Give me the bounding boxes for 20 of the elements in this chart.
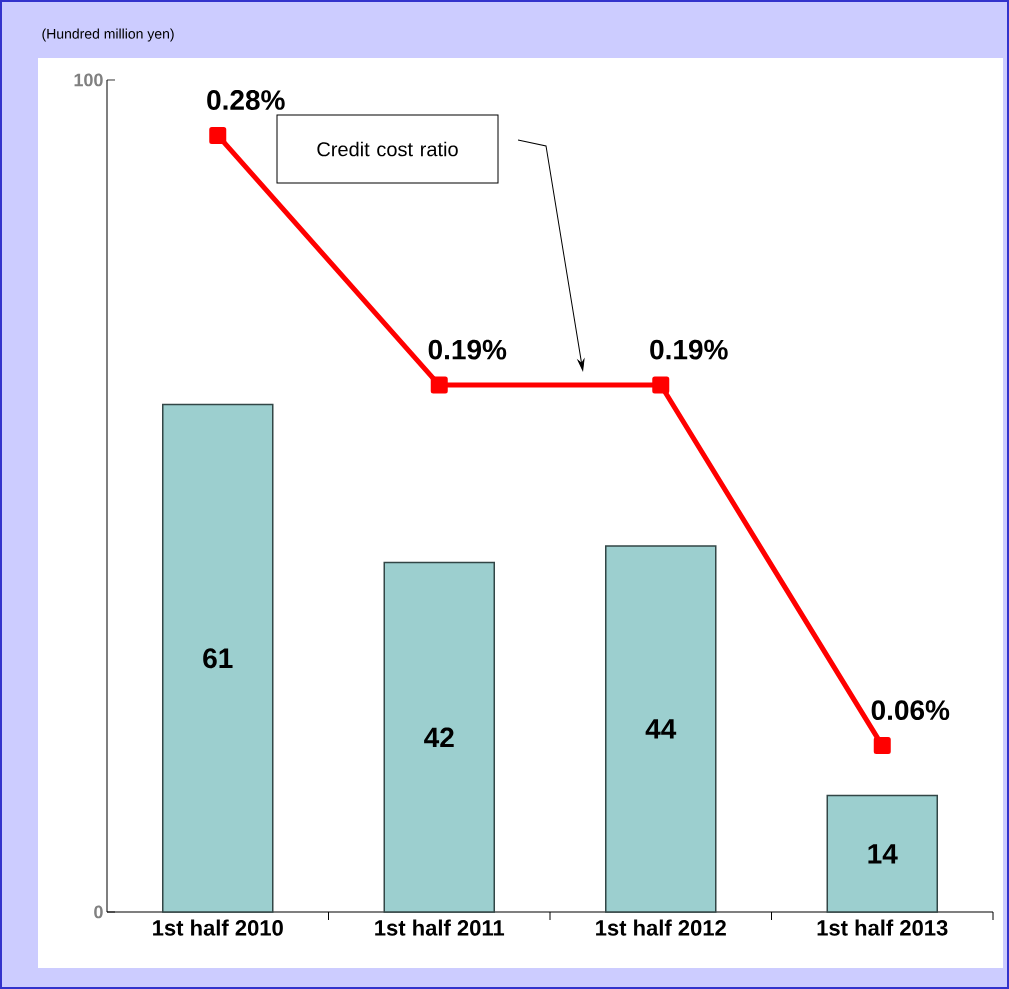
y-axis-title: (Hundred million yen)	[42, 28, 174, 42]
data-label: 0.19%	[650, 339, 728, 360]
data-label: 0.19%	[428, 339, 507, 360]
x-tick-label: 1st half 2011	[375, 919, 505, 936]
data-label: 61	[203, 648, 233, 669]
y-tick-label: 0	[94, 905, 103, 919]
data-label: 42	[424, 727, 454, 748]
x-tick-label: 1st half 2013	[817, 919, 948, 936]
annotation: Credit cost ratio	[317, 141, 458, 157]
bar	[605, 545, 717, 913]
data-label: 14	[868, 844, 898, 864]
data-label: 44	[645, 719, 677, 739]
data-label: 0.28%	[207, 90, 285, 110]
bar	[826, 794, 939, 913]
data-label: 0.06%	[871, 700, 950, 721]
bar	[162, 403, 274, 913]
x-tick-label: 1st half 2010	[153, 919, 283, 936]
y-tick-label: 100	[74, 73, 103, 87]
bar	[383, 561, 496, 913]
x-tick-label: 1st half 2012	[596, 919, 726, 936]
